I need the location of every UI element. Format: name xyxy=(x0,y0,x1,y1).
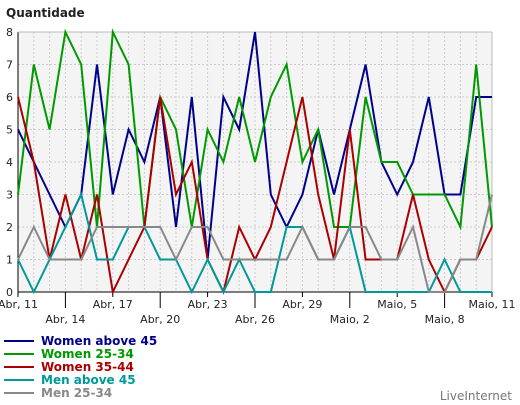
brand-label: LiveInternet xyxy=(440,389,512,403)
series-line-men-25-34 xyxy=(17,194,493,293)
legend-label-women-25-34: Women 25-34 xyxy=(41,347,134,361)
x-tick-label: Maio, 5 xyxy=(377,298,417,311)
x-tick-label: Maio, 11 xyxy=(468,298,515,311)
y-tick-label: 7 xyxy=(6,59,13,72)
x-tick-label: Abr, 29 xyxy=(282,298,322,311)
x-tick-label: Maio, 8 xyxy=(425,313,465,326)
y-tick-label: 4 xyxy=(6,156,13,169)
legend-label-men-25-34: Men 25-34 xyxy=(41,386,112,400)
y-tick-label: 5 xyxy=(6,124,13,137)
legend-label-women-above-45: Women above 45 xyxy=(41,334,157,348)
y-tick-label: 6 xyxy=(6,91,13,104)
y-tick-label: 0 xyxy=(6,286,13,299)
y-tick-label: 2 xyxy=(6,221,13,234)
x-tick-label: Abr, 20 xyxy=(140,313,180,326)
y-tick-label: 1 xyxy=(6,254,13,267)
legend-label-women-35-44: Women 35-44 xyxy=(41,360,134,374)
x-tick-label: Abr, 17 xyxy=(93,298,133,311)
x-tick-label: Maio, 2 xyxy=(330,313,370,326)
y-tick-label: 8 xyxy=(6,26,13,39)
series-line-women-above-45 xyxy=(17,31,492,260)
y-axis-title: Quantidade xyxy=(6,6,85,20)
x-tick-label: Abr, 26 xyxy=(235,313,275,326)
legend-label-men-above-45: Men above 45 xyxy=(41,373,136,387)
x-tick-label: Abr, 11 xyxy=(0,298,38,311)
x-tick-label: Abr, 23 xyxy=(188,298,228,311)
series-line-men-above-45 xyxy=(17,191,492,295)
y-tick-label: 3 xyxy=(6,189,13,202)
x-tick-label: Abr, 14 xyxy=(45,313,85,326)
